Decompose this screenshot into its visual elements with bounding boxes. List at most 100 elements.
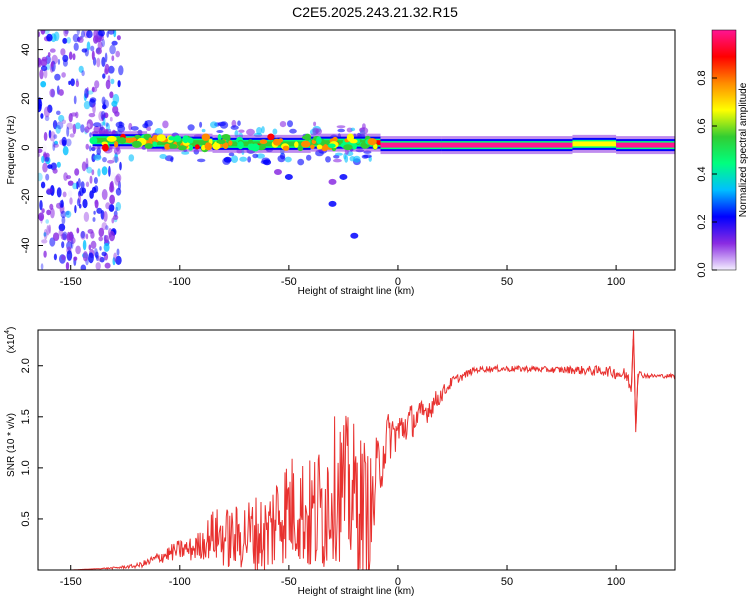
noise-speckle [89, 175, 93, 184]
noise-speckle [111, 55, 115, 62]
band-halo [128, 154, 135, 162]
noise-speckle [83, 100, 91, 110]
noise-speckle [75, 245, 81, 255]
noise-speckle [98, 30, 105, 37]
band-halo [247, 156, 252, 163]
band-halo [350, 127, 356, 132]
noise-speckle [107, 75, 111, 83]
band-core [616, 142, 675, 148]
y-tick-label: -40 [20, 238, 32, 254]
band-blotch [343, 144, 353, 151]
noise-speckle [58, 89, 64, 96]
noise-speckle [91, 50, 95, 61]
x-tick-label: 50 [501, 276, 513, 288]
noise-speckle [86, 41, 91, 51]
noise-speckle [50, 61, 54, 68]
noise-speckle [101, 166, 108, 176]
colorbar-tick-label: 0.6 [696, 118, 708, 133]
band-blotch [131, 140, 142, 148]
noise-speckle [40, 181, 46, 189]
svg-text:(x104): (x104) [4, 327, 17, 354]
noise-speckle [38, 172, 43, 182]
noise-speckle [115, 173, 122, 183]
noise-speckle [118, 65, 124, 76]
noise-speckle [66, 250, 73, 261]
noise-speckle [109, 116, 113, 122]
spectrogram-y-ticks: -40 -20 0 20 40 [20, 43, 43, 253]
band-blotch [351, 142, 357, 150]
scatter-blob [273, 169, 282, 176]
noise-speckle [43, 131, 48, 141]
band-blotch [221, 134, 231, 140]
noise-speckle [56, 187, 62, 198]
noise-speckle [101, 189, 108, 200]
snr-line [38, 339, 675, 570]
noise-speckle [91, 86, 95, 93]
noise-speckle [86, 166, 93, 174]
band-blotch [164, 143, 171, 150]
noise-speckle [74, 205, 77, 214]
band-halo [289, 128, 297, 134]
noise-speckle [45, 173, 50, 181]
band-halo [297, 158, 305, 166]
noise-speckle [103, 102, 106, 110]
band-halo [222, 157, 231, 165]
noise-speckle [53, 143, 59, 148]
y-tick-label: 40 [20, 43, 32, 55]
noise-speckle [114, 64, 118, 72]
noise-speckle [40, 215, 43, 224]
band-blotch [130, 137, 137, 142]
noise-speckle [92, 217, 96, 222]
noise-speckle [96, 207, 103, 214]
noise-speckle [67, 180, 74, 186]
noise-speckle [111, 100, 118, 107]
noise-speckle [85, 233, 89, 240]
noise-speckle [80, 230, 86, 239]
noise-speckle [61, 119, 66, 125]
spectrogram-panel: -150 -100 -50 0 50 100 -40 -20 0 20 40 Height of … [6, 29, 676, 297]
scatter-blob [350, 232, 359, 239]
band-halo [333, 158, 342, 163]
band-halo [246, 128, 255, 136]
noise-speckle [103, 112, 109, 119]
band-blotch [349, 139, 358, 144]
colorbar-tick-label: 0.2 [696, 214, 708, 229]
chart-title: C2E5.2025.243.21.32.R15 [292, 4, 458, 20]
noise-speckle [46, 33, 53, 42]
band-blotch [194, 144, 200, 150]
band-halo [337, 128, 346, 133]
noise-speckle [40, 65, 48, 72]
colorbar-tick-label: 0.4 [696, 166, 708, 181]
band-halo [280, 152, 286, 160]
band-blotch [310, 144, 315, 150]
noise-speckle [62, 231, 68, 241]
noise-speckle [94, 80, 100, 89]
band-halo [287, 120, 293, 128]
noise-speckle [52, 168, 58, 174]
noise-speckle [86, 30, 93, 39]
band-halo [239, 156, 248, 162]
noise-speckle [101, 251, 107, 257]
noise-speckle [109, 194, 115, 205]
noise-speckle [57, 58, 61, 65]
spectrogram-frame [37, 29, 676, 271]
band-halo [260, 160, 270, 165]
band-blotch [177, 145, 187, 151]
noise-speckle [93, 210, 96, 215]
noise-speckle [81, 30, 85, 38]
band-blotch [126, 137, 133, 144]
x-tick-label: 50 [501, 576, 513, 588]
noise-speckle [77, 36, 84, 44]
band-blotch [173, 135, 182, 143]
noise-speckle [49, 131, 56, 142]
noise-speckle [61, 255, 66, 261]
noise-speckle [38, 152, 41, 158]
band-blotch [327, 143, 336, 149]
snr-spike [630, 330, 639, 433]
noise-speckle [104, 52, 108, 63]
band-blotch [169, 144, 178, 149]
band-halo [228, 152, 235, 157]
noise-speckle [38, 57, 41, 66]
snr-y-ticks: 0.5 1.0 1.5 2.0 [20, 358, 43, 527]
noise-speckle [78, 203, 82, 209]
